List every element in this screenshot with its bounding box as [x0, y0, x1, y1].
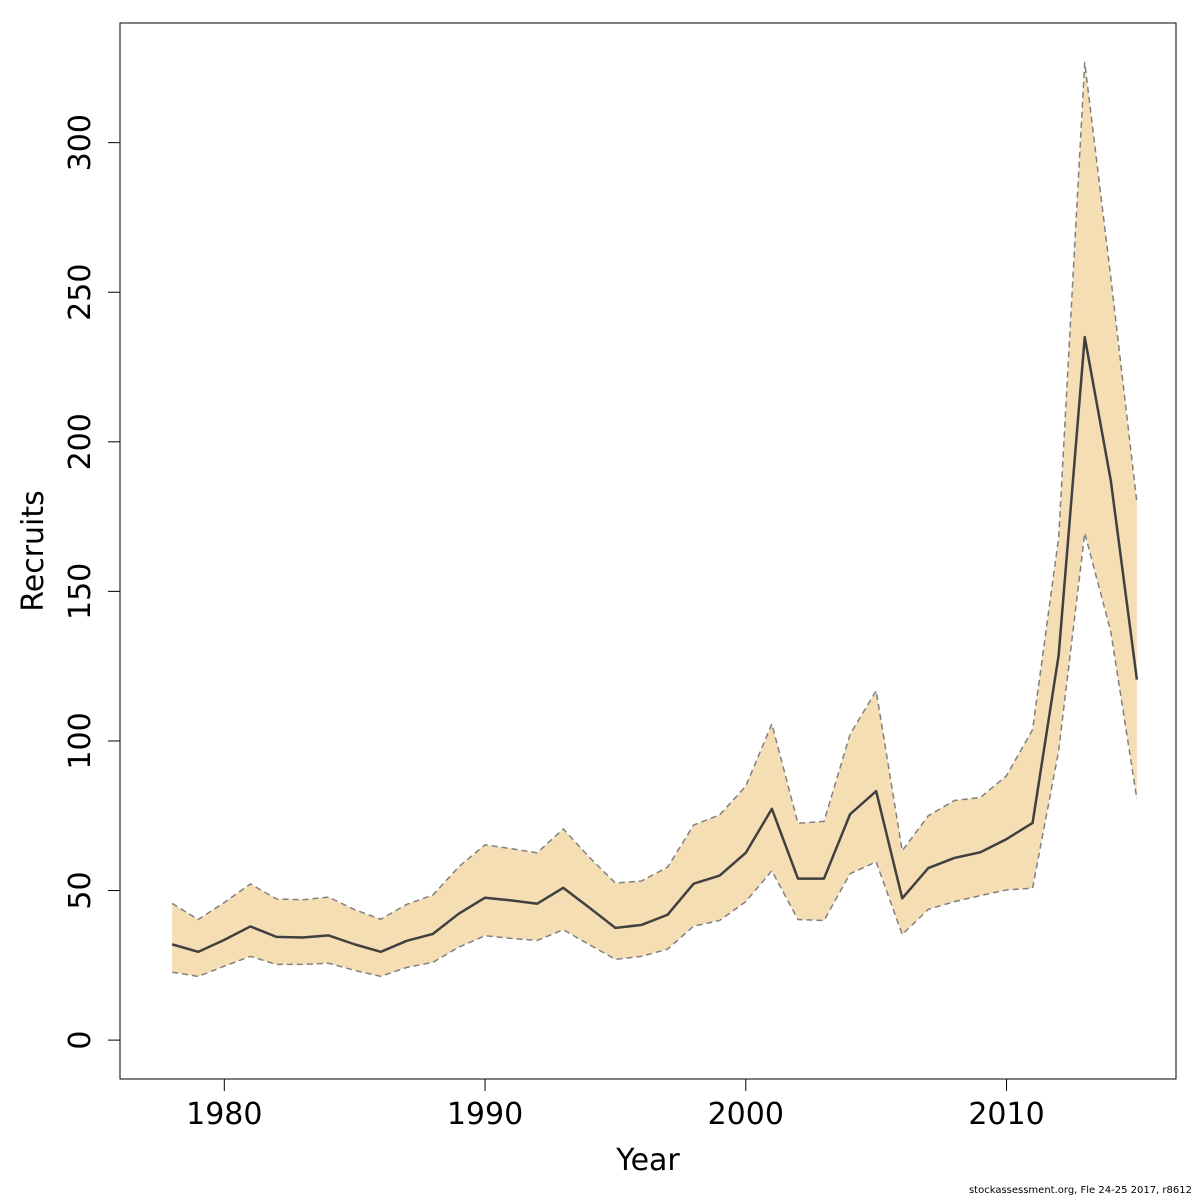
y-tick-label: 200: [63, 413, 98, 470]
estimate-line: [171, 335, 1139, 954]
x-tick-label: 2000: [708, 1097, 784, 1132]
y-tick-label: 100: [63, 712, 98, 769]
y-tick-label: 0: [63, 1031, 98, 1050]
y-tick-label: 300: [63, 114, 98, 171]
x-tick-label: 1980: [186, 1097, 262, 1132]
series-line-layer: [171, 61, 1139, 978]
y-axis: 0 50 100 150 200 250 300: [63, 114, 121, 1050]
upper-bound-line: [171, 61, 1138, 921]
lower-bound-line: [172, 532, 1138, 978]
confidence-band-layer: [172, 62, 1137, 977]
footer-note: stockassessment.org, Fle 24-25 2017, r86…: [968, 1185, 1192, 1196]
x-tick-label: 2010: [968, 1097, 1044, 1132]
y-axis-title: Recruits: [16, 490, 51, 612]
y-tick-label: 50: [63, 871, 98, 909]
confidence-band: [172, 62, 1137, 977]
x-axis: 1980 1990 2000 2010: [186, 1078, 1045, 1132]
y-tick-label: 250: [63, 264, 98, 321]
y-tick-label: 150: [63, 563, 98, 620]
x-axis-title: Year: [615, 1143, 680, 1178]
x-tick-label: 1990: [447, 1097, 523, 1132]
